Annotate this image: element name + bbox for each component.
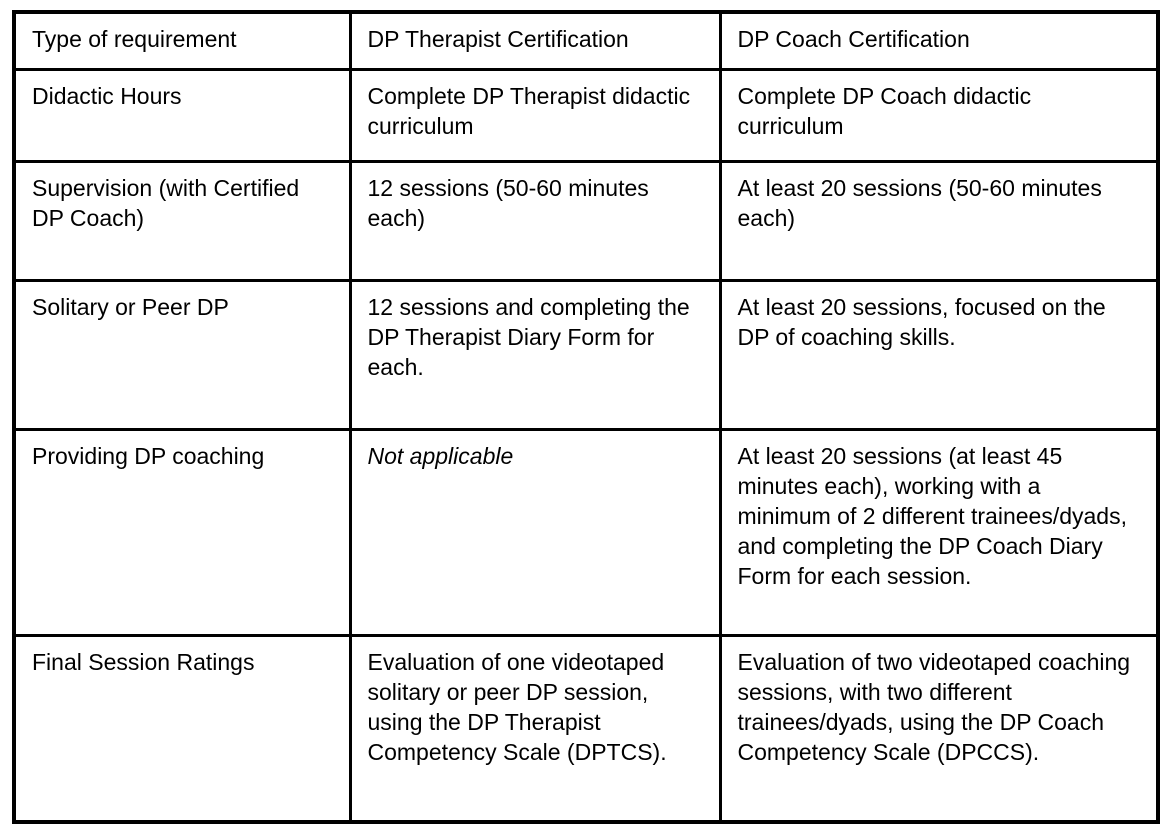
therapist-cell: 12 sessions (50-60 minutes each) (348, 159, 722, 282)
table-row-supervision: Supervision (with Certified DP Coach) 12… (12, 159, 1160, 282)
table-row-providing-dp-coaching: Providing DP coaching Not applicable At … (12, 427, 1160, 637)
coach-cell: Evaluation of two videotaped coaching se… (718, 633, 1160, 824)
requirement-label: Supervision (with Certified DP Coach) (12, 159, 352, 282)
certification-requirements-table: Type of requirement DP Therapist Certifi… (12, 10, 1160, 824)
column-header-therapist-certification: DP Therapist Certification (348, 10, 722, 71)
coach-cell: At least 20 sessions, focused on the DP … (718, 278, 1160, 431)
therapist-cell: Complete DP Therapist didactic curriculu… (348, 67, 722, 163)
table-row-didactic-hours: Didactic Hours Complete DP Therapist did… (12, 67, 1160, 163)
therapist-cell: Evaluation of one videotaped solitary or… (348, 633, 722, 824)
requirement-label: Providing DP coaching (12, 427, 352, 637)
table-row-solitary-or-peer-dp: Solitary or Peer DP 12 sessions and comp… (12, 278, 1160, 431)
table-header-row: Type of requirement DP Therapist Certifi… (12, 10, 1160, 71)
requirement-label: Didactic Hours (12, 67, 352, 163)
requirement-label: Final Session Ratings (12, 633, 352, 824)
column-header-coach-certification: DP Coach Certification (718, 10, 1160, 71)
coach-cell: Complete DP Coach didactic curriculum (718, 67, 1160, 163)
document-page: Type of requirement DP Therapist Certifi… (12, 10, 1160, 824)
table-row-final-session-ratings: Final Session Ratings Evaluation of one … (12, 633, 1160, 824)
requirement-label: Solitary or Peer DP (12, 278, 352, 431)
coach-cell: At least 20 sessions (50-60 minutes each… (718, 159, 1160, 282)
column-header-requirement-type: Type of requirement (12, 10, 352, 71)
therapist-cell-not-applicable: Not applicable (348, 427, 722, 637)
coach-cell: At least 20 sessions (at least 45 minute… (718, 427, 1160, 637)
therapist-cell: 12 sessions and completing the DP Therap… (348, 278, 722, 431)
